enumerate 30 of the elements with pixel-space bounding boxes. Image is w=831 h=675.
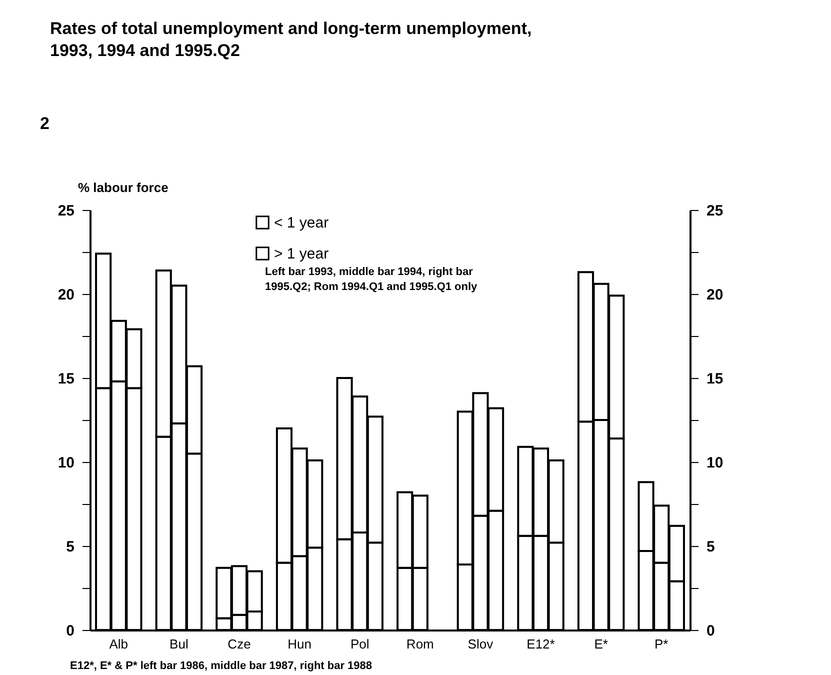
x-tick-label: E12* bbox=[526, 636, 555, 652]
y-tick-label: 5 bbox=[66, 538, 74, 556]
y-axis-title: % labour force bbox=[78, 180, 168, 195]
y2-tick-label: 20 bbox=[706, 286, 724, 304]
annotation: Left bar 1993, middle bar 1994, right bar bbox=[265, 266, 474, 278]
y-tick-label: 15 bbox=[58, 370, 74, 388]
y2-tick-label: 15 bbox=[706, 370, 724, 388]
chart-title: Rates of total unemployment and long-term unemployment, 1993, 1994 and 1995.Q2 bbox=[50, 19, 532, 60]
x-tick-label: Alb bbox=[109, 636, 128, 652]
x-tick-label: Cze bbox=[228, 636, 251, 652]
x-tick-label: P* bbox=[654, 636, 668, 652]
y-tick-label: 20 bbox=[58, 286, 74, 304]
y2-tick-label: 25 bbox=[706, 202, 724, 220]
y2-tick-label: 10 bbox=[706, 454, 724, 472]
y-tick-label: 25 bbox=[58, 202, 74, 220]
y-tick-label: 10 bbox=[58, 454, 74, 472]
x-tick-label: E* bbox=[594, 636, 608, 652]
text: E12*, E* & P* left bar 1986, middle bar 1987, right bar 1988 bbox=[70, 660, 372, 672]
annotation: 1995.Q2; Rom 1994.Q1 and 1995.Q1 only bbox=[265, 281, 478, 293]
legend-label: < 1 year bbox=[274, 214, 329, 232]
y-tick-label: 0 bbox=[66, 622, 74, 640]
x-tick-label: Bul bbox=[170, 636, 188, 652]
y2-tick-label: 5 bbox=[706, 538, 715, 556]
x-tick-label: Hun bbox=[288, 636, 312, 652]
legend-label: > 1 year bbox=[274, 246, 329, 262]
x-tick-label: Slov bbox=[468, 636, 494, 652]
x-tick-label: Pol bbox=[350, 636, 370, 652]
x-tick-label: Rom bbox=[406, 636, 434, 652]
y2-tick-label: 0 bbox=[706, 622, 715, 640]
text: 2 bbox=[40, 114, 50, 133]
